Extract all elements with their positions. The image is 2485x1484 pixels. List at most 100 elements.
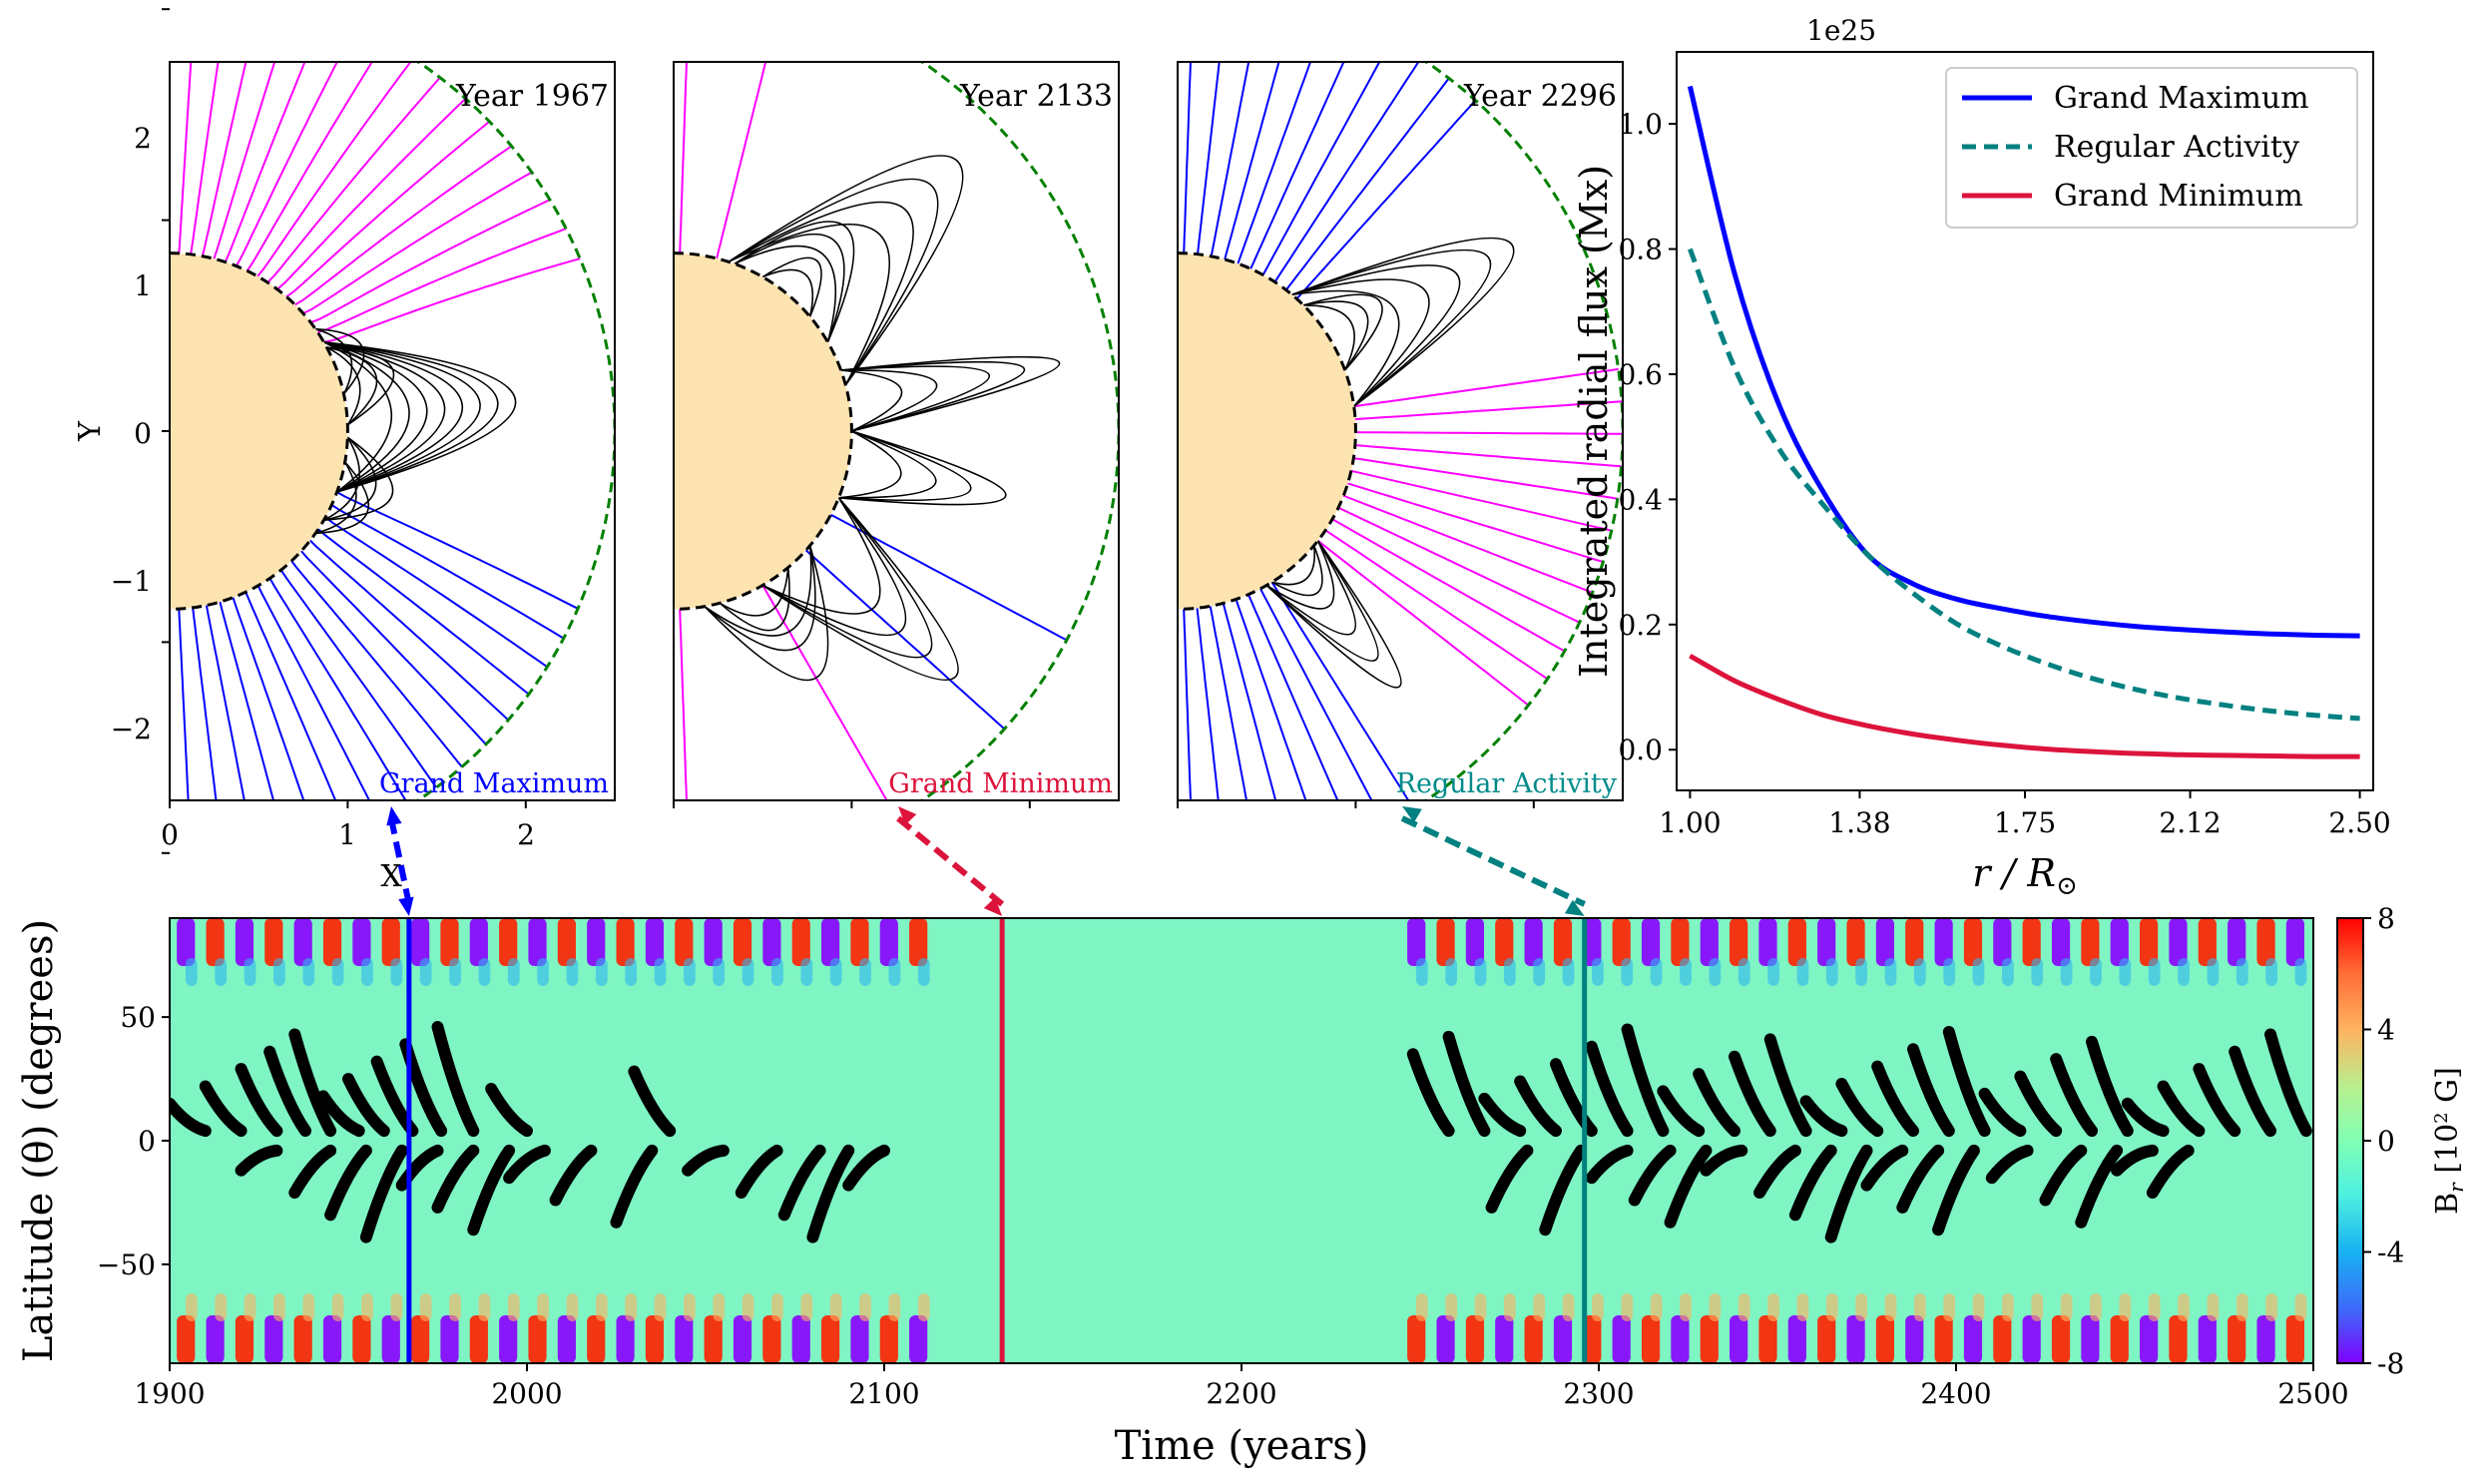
polar-field-south-edge	[859, 1293, 871, 1321]
polar-field-north	[762, 918, 781, 966]
polar-field-south-edge	[1503, 1293, 1516, 1321]
open-field-line	[317, 528, 530, 696]
polar-field-south	[177, 1315, 196, 1363]
field-ytick-label: 1	[134, 269, 152, 302]
polar-field-south	[411, 1315, 430, 1363]
polar-field-north-edge	[1621, 958, 1634, 986]
polar-field-north	[1963, 918, 1983, 966]
solar-surface-boundary	[674, 251, 853, 611]
polar-field-south	[704, 1315, 723, 1363]
colorbar-gradient	[2336, 917, 2364, 1364]
polar-field-south	[1407, 1315, 1426, 1363]
open-field-line	[1342, 494, 1593, 594]
closed-field-loop	[315, 461, 370, 535]
polar-field-south	[1993, 1315, 2012, 1363]
polar-field-north-edge	[2090, 958, 2102, 986]
open-field-line	[323, 257, 581, 343]
heatmap-ytick-label: 50	[120, 1001, 156, 1034]
polar-field-south	[762, 1315, 781, 1363]
polar-field-north-edge	[1503, 958, 1516, 986]
closed-field-loop	[314, 327, 353, 395]
polar-field-south-edge	[829, 1293, 842, 1321]
open-field-line	[1270, 581, 1410, 800]
open-field-line	[256, 585, 371, 800]
polar-field-south-edge	[742, 1293, 754, 1321]
open-field-line	[1337, 506, 1581, 624]
closed-field-loop	[323, 436, 394, 521]
polar-field-north	[2228, 918, 2246, 966]
open-field-line	[804, 549, 1006, 731]
polar-field-north-edge	[2207, 958, 2220, 986]
sunspot-wing-north	[2086, 1035, 2134, 1138]
open-field-line	[178, 62, 193, 253]
panel-year-label: Year 2296	[1463, 79, 1617, 114]
open-field-line	[1261, 62, 1381, 275]
connector-arrow-shaft	[1400, 815, 1586, 907]
polar-field-south	[1846, 1315, 1865, 1363]
polar-field-north	[2198, 918, 2217, 966]
polar-field-south-edge	[654, 1293, 667, 1321]
polar-field-north-edge	[595, 958, 608, 986]
polar-field-north	[587, 918, 606, 966]
polar-field-south	[2110, 1315, 2129, 1363]
field-ytick-label: 0	[134, 417, 152, 450]
open-field-line	[1222, 603, 1277, 800]
polar-field-south	[2228, 1315, 2246, 1363]
colorbar-tick-label: 4	[2377, 1014, 2395, 1047]
legend-label-grand-minimum: Grand Minimum	[2054, 179, 2303, 214]
sunspot-wing-north	[1406, 1048, 1455, 1138]
field-panel-frame	[1177, 61, 1624, 801]
polar-field-north-edge	[917, 958, 930, 986]
polar-field-south-edge	[1680, 1293, 1692, 1321]
closed-field-loop	[761, 268, 814, 317]
polar-field-south-edge	[2119, 1293, 2132, 1321]
heatmap-ytick-label: 0	[138, 1125, 156, 1158]
closed-field-loop	[1291, 237, 1515, 407]
polar-field-south	[1495, 1315, 1514, 1363]
open-field-line	[830, 513, 1068, 642]
heatmap-xtick-label: 2500	[2277, 1377, 2348, 1410]
open-field-line	[1350, 469, 1612, 532]
flux-xtick-label: 1.75	[1994, 806, 2056, 839]
sunspot-wing-south	[1788, 1144, 1837, 1222]
year-markers	[406, 918, 1588, 1363]
open-field-line	[290, 560, 463, 768]
polar-field-south	[2051, 1315, 2071, 1363]
closed-field-loop	[838, 430, 1007, 506]
sunspot-wing-south	[1539, 1144, 1588, 1237]
panel-state-label: Grand Maximum	[379, 768, 609, 799]
polar-field-south-edge	[2294, 1293, 2307, 1321]
polar-field-south-edge	[1855, 1293, 1868, 1321]
colorbar-ticks: 8 4 0 -4 -8	[2363, 902, 2404, 1380]
polar-field-north	[2022, 918, 2041, 966]
closed-field-loop	[323, 436, 377, 521]
polar-field-north	[704, 918, 723, 966]
polar-field-north	[1436, 918, 1455, 966]
polar-field-south	[206, 1315, 225, 1363]
polar-field-south	[469, 1315, 488, 1363]
polar-field-north-edge	[1445, 958, 1458, 986]
sunspot-wing-south	[1932, 1144, 1980, 1237]
open-field-line	[302, 171, 533, 314]
open-field-line	[232, 597, 305, 800]
open-field-line	[1183, 609, 1192, 800]
legend-label-regular-activity: Regular Activity	[2054, 130, 2299, 165]
flux-xtick-label: 1.38	[1828, 806, 1890, 839]
closed-field-loop	[1291, 278, 1430, 407]
polar-field-north-edge	[1650, 958, 1663, 986]
open-field-line	[300, 550, 487, 745]
polar-field-north	[1465, 918, 1485, 966]
polar-field-south-edge	[1884, 1293, 1897, 1321]
colorbar-tick-label: -8	[2377, 1347, 2404, 1380]
closed-field-loop	[838, 430, 972, 502]
polar-field-north	[1875, 918, 1895, 966]
open-field-line	[1284, 77, 1450, 291]
closed-field-loop	[734, 233, 845, 343]
sunspot-wing-south	[842, 1144, 890, 1192]
field-xtick-label: 1	[338, 818, 356, 851]
open-field-line	[1331, 518, 1566, 653]
sun-disk	[674, 252, 852, 610]
polar-field-north-edge	[1767, 958, 1779, 986]
field-panel-frame	[673, 61, 1120, 801]
sunspot-wing-north	[2121, 1097, 2170, 1138]
